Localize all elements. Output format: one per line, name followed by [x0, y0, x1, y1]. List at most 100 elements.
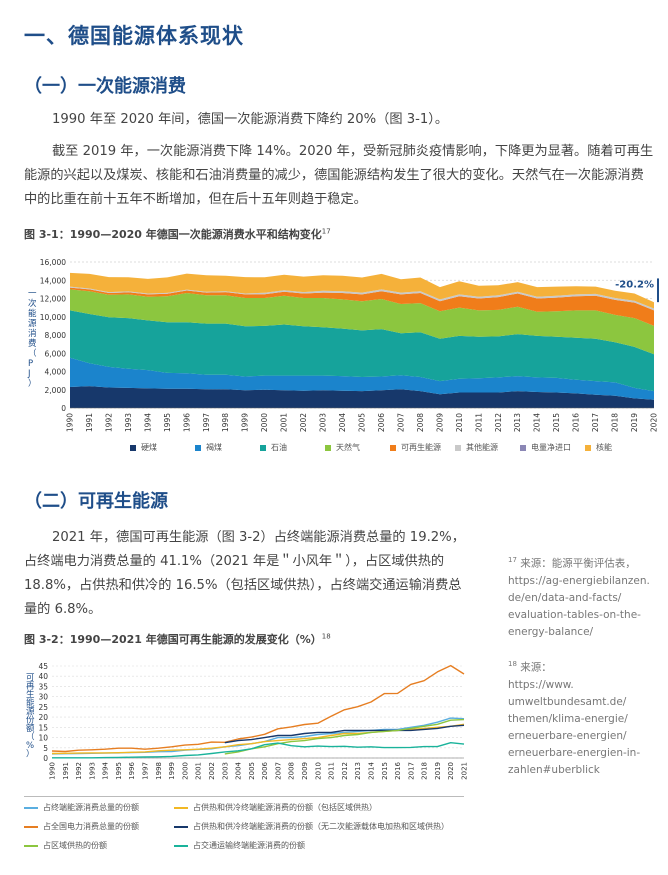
chart2-legend-swatch [174, 844, 188, 847]
paragraph-1: 1990 年至 2020 年间，德国一次能源消费下降约 20%（图 3-1）。 [52, 112, 449, 127]
chart1-legend-item: 其他能源 [455, 442, 498, 453]
chart1-legend-label: 电量净进口 [531, 443, 571, 452]
chart2-ytick-label: 20 [38, 713, 48, 722]
chart1-ytick-label: 10,000 [40, 313, 66, 322]
chart2-xtick-label: 2005 [248, 762, 256, 780]
chart1-legend-swatch [130, 444, 136, 451]
chart2-legend-item: 占供热和供冷终端能源消费的份额（包括区域供热） [174, 802, 377, 813]
chart2-xtick-label: 2004 [235, 761, 243, 779]
chart1-ytick-label: 8,000 [45, 331, 67, 340]
chart2-xtick-label: 2020 [447, 762, 455, 780]
chart2-xtick-label: 2015 [381, 762, 389, 780]
chart2-xtick-label: 2012 [341, 762, 349, 780]
chart1-xtick-label: 2020 [650, 413, 659, 432]
chart2-xtick-label: 2000 [181, 762, 189, 780]
chart2-ytick-label: 45 [38, 662, 48, 671]
chart1-xtick-label: 2003 [319, 413, 328, 432]
chart1-legend-swatch [520, 444, 526, 451]
chart2-xtick-label: 1993 [88, 762, 96, 780]
chart1-xtick-label: 2004 [338, 413, 347, 432]
chart1-legend-label: 其他能源 [466, 443, 498, 452]
chart1-legend-item: 可再生能源 [390, 442, 441, 453]
chart2-ytick-label: 15 [38, 723, 48, 732]
chart1-xtick-label: 2017 [591, 413, 600, 432]
chart2-xtick-label: 2010 [314, 762, 322, 780]
legend-divider [24, 796, 464, 797]
chart1-xtick-label: 1996 [182, 413, 191, 432]
chart2-xtick-label: 1998 [155, 762, 163, 780]
chart1-xtick-label: 1999 [241, 413, 250, 432]
chart2-legend-swatch [174, 806, 188, 809]
chart2-xtick-label: 2003 [221, 762, 229, 780]
chart2-line-占全国电力消费总量的份额 [51, 664, 465, 753]
chart2-xtick-label: 2021 [461, 762, 469, 780]
chart2-xtick-label: 1992 [75, 762, 83, 780]
chart1-legend-label: 石油 [271, 443, 287, 452]
chart1-xtick-label: 2016 [572, 413, 581, 432]
chart1-ytick-label: 2,000 [45, 386, 67, 395]
chart2-xtick-label: 2006 [261, 761, 269, 779]
chart1-legend-label: 可再生能源 [401, 443, 441, 452]
chart2-line-占交通运输终端能源消费的份额 [52, 742, 465, 759]
footnote-18: 18 来源： https://www. umweltbundesamt.de/ … [508, 660, 641, 776]
chart2-legend-item: 占区域供热的份额 [24, 840, 107, 851]
chart1-xtick-label: 2014 [533, 413, 542, 432]
chart1-area-硬煤 [70, 386, 654, 408]
chart1-ylabel: 一次能源消费（ P J） [27, 289, 37, 389]
chart2-ytick-label: 35 [38, 682, 48, 691]
chart1-area-核能 [70, 272, 654, 309]
chart1-legend-label: 褐煤 [206, 443, 222, 452]
chart1-xtick-label: 2008 [416, 413, 425, 432]
chart2-ylabel: 可再生能源份额（%） [26, 673, 35, 760]
chart2-xtick-label: 1999 [168, 762, 176, 780]
chart1-xtick-label: 1991 [85, 413, 94, 432]
chart1-legend-item: 石油 [260, 442, 287, 453]
chart1-xtick-label: 2019 [630, 413, 639, 432]
chart1-legend-item: 硬煤 [130, 442, 157, 453]
figure-caption-3-2: 图 3-2：1990—2021 年德国可再生能源的发展变化（%）18 [24, 632, 331, 646]
subsection-title-primary-energy: （一）一次能源消费 [24, 76, 186, 97]
chart2-xtick-label: 1997 [142, 762, 150, 780]
chart1-area-其他能源 [70, 286, 654, 311]
chart1-xtick-label: 2013 [513, 413, 522, 432]
chart1-legend-item: 电量净进口 [520, 442, 571, 453]
paragraph-3: 2021 年，德国可再生能源（图 3-2）占终端能源消费总量的 19.2%，占终… [24, 530, 465, 617]
chart1-ytick-label: 0 [61, 404, 66, 413]
chart1-xtick-label: 1995 [163, 413, 172, 432]
chart1-xtick-label: 1992 [104, 413, 113, 432]
chart1-xtick-label: 1993 [124, 413, 133, 432]
chart1-legend-item: 褐煤 [195, 442, 222, 453]
chart2-xtick-label: 1995 [115, 762, 123, 780]
chart2-legend-swatch [174, 825, 188, 828]
chart1-legend-swatch [260, 444, 266, 451]
chart2-legend-swatch [24, 825, 38, 828]
chart2-xtick-label: 2001 [195, 762, 203, 780]
section-title: 一、德国能源体系现状 [24, 24, 244, 48]
chart2-xtick-label: 1990 [49, 762, 57, 780]
chart1-legend-swatch [390, 444, 396, 451]
chart2-legend-item: 占交通运输终端能源消费的份额 [174, 840, 305, 851]
chart1-xtick-label: 2001 [280, 413, 289, 432]
chart2-legend-swatch [24, 844, 38, 847]
chart1-area-可再生能源 [70, 287, 654, 326]
chart2-xtick-label: 2011 [328, 762, 336, 780]
chart2-xtick-label: 2019 [434, 762, 442, 780]
chart2-legend-label: 占供热和供冷终端能源消费的份额（包括区域供热） [193, 803, 377, 812]
chart2-legend-label: 占区域供热的份额 [43, 841, 107, 850]
chart2-xtick-label: 2014 [367, 761, 375, 779]
chart2-xtick-label: 1996 [128, 761, 136, 779]
chart2-ytick-label: 10 [38, 734, 48, 743]
chart1-xtick-label: 1994 [143, 413, 152, 432]
primary-energy-chart: 0 2,000 4,000 6,000 8,000 10,000 12,000 14,000 1… [27, 258, 659, 432]
chart1-area-天然气 [70, 289, 654, 355]
chart1-xtick-label: 1990 [66, 413, 75, 432]
paragraph-2: 截至 2019 年，一次能源消费下降 14%。2020 年，受新冠肺炎疫情影响，… [24, 144, 654, 207]
chart1-ytick-label: 16,000 [40, 258, 66, 267]
chart1-xtick-label: 2018 [611, 413, 620, 432]
chart1-xtick-label: 2010 [455, 413, 464, 432]
chart2-ytick-label: 0 [43, 754, 48, 763]
chart1-legend-label: 硬煤 [141, 443, 157, 452]
chart1-xtick-label: 2007 [396, 413, 405, 432]
chart1-xtick-label: 2011 [474, 413, 483, 432]
